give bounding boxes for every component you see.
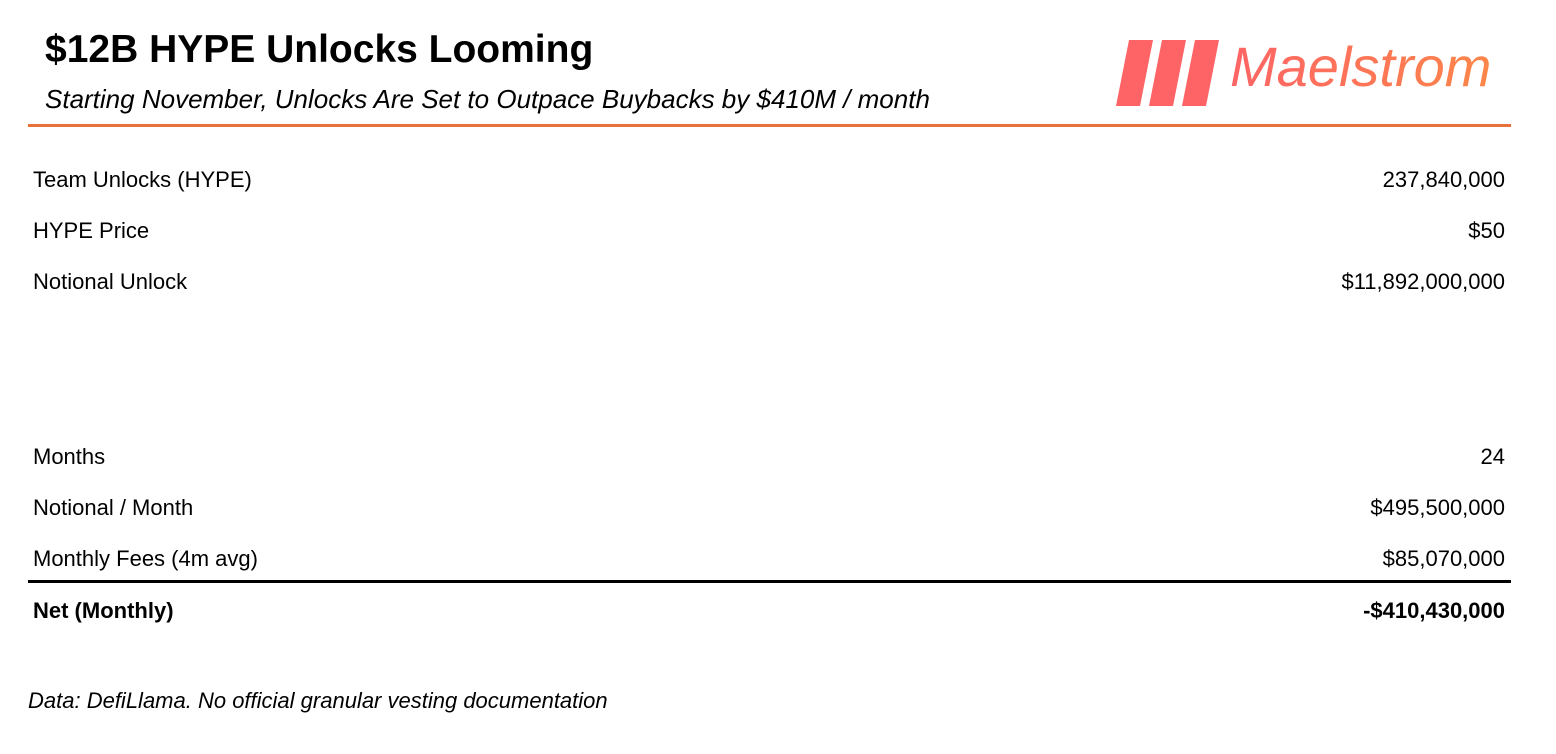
row-value: $85,070,000 bbox=[1382, 546, 1505, 571]
page-subtitle: Starting November, Unlocks Are Set to Ou… bbox=[45, 84, 930, 114]
total-divider bbox=[28, 580, 1511, 583]
table-row: Months 24 bbox=[33, 444, 1505, 470]
row-value: $11,892,000,000 bbox=[1341, 269, 1505, 294]
table-row: Team Unlocks (HYPE) 237,840,000 bbox=[33, 167, 1505, 193]
row-label: Months bbox=[33, 444, 106, 469]
row-value: $495,500,000 bbox=[1370, 495, 1505, 520]
table-row: Notional / Month $495,500,000 bbox=[33, 495, 1505, 521]
page-title: $12B HYPE Unlocks Looming bbox=[45, 28, 594, 71]
row-value: $50 bbox=[1468, 218, 1505, 243]
total-value: -$410,430,000 bbox=[1363, 598, 1505, 623]
row-label: Notional Unlock bbox=[33, 269, 188, 294]
logo-wordmark: Maelstrom bbox=[1230, 35, 1492, 98]
stripes-logo-icon bbox=[1116, 40, 1219, 106]
row-label: Notional / Month bbox=[33, 495, 194, 520]
row-label: Monthly Fees (4m avg) bbox=[33, 546, 258, 571]
row-value: 237,840,000 bbox=[1382, 167, 1505, 192]
table-row: HYPE Price $50 bbox=[33, 218, 1505, 244]
table-row: Notional Unlock $11,892,000,000 bbox=[33, 269, 1505, 295]
source-footnote: Data: DefiLlama. No official granular ve… bbox=[28, 688, 608, 713]
row-label: HYPE Price bbox=[33, 218, 150, 243]
total-label: Net (Monthly) bbox=[33, 598, 174, 623]
row-value: 24 bbox=[1480, 444, 1505, 469]
total-row: Net (Monthly) -$410,430,000 bbox=[33, 598, 1505, 624]
table-row: Monthly Fees (4m avg) $85,070,000 bbox=[33, 546, 1505, 572]
maelstrom-logo: Maelstrom bbox=[1115, 35, 1515, 108]
header-divider bbox=[28, 124, 1511, 127]
row-label: Team Unlocks (HYPE) bbox=[33, 167, 252, 192]
